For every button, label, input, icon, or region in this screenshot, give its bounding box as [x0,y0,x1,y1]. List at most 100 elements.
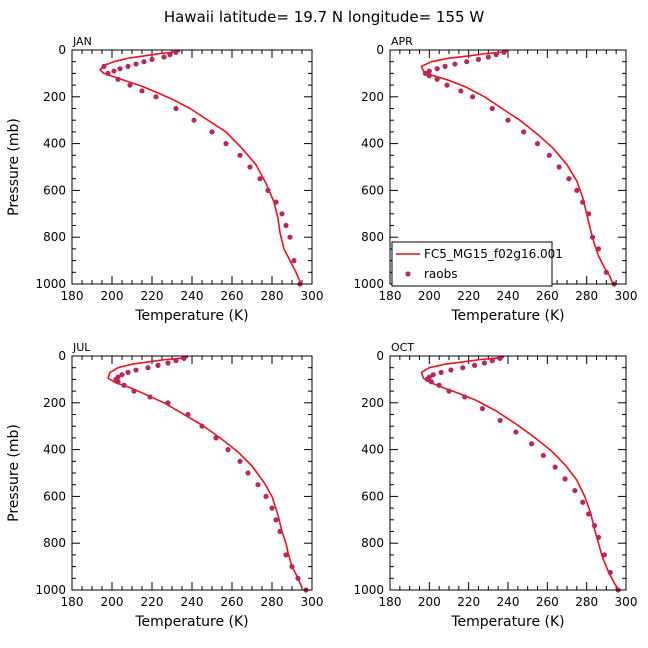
y-tick-label: 200 [361,396,384,410]
x-tick-label: 280 [575,595,598,609]
raobs-point [287,234,293,240]
raobs-point [595,246,602,252]
raobs-point [505,117,511,123]
model-line [420,356,619,590]
raobs-point [603,269,609,275]
raobs-point [295,575,301,581]
raobs-point [479,406,486,412]
raobs-point [291,258,297,264]
raobs-point [448,367,454,373]
raobs-point [125,63,131,69]
raobs-point [153,94,159,100]
x-axis-title: Temperature (K) [450,308,564,324]
raobs-point [475,56,482,62]
raobs-point [115,76,121,82]
raobs-point [428,379,434,385]
x-tick-label: 200 [418,595,441,609]
raobs-point [493,52,499,58]
x-tick-label: 200 [418,289,441,303]
raobs-point [601,552,607,558]
raobs-point [485,54,491,60]
raobs-point [147,394,153,400]
raobs-point [481,360,487,366]
raobs-point [430,372,436,378]
x-tick-label: 200 [101,595,124,609]
y-tick-label: 1000 [35,277,66,291]
y-tick-label: 1000 [353,277,384,291]
raobs-point [426,68,432,74]
raobs-point [173,358,179,364]
y-tick-label: 200 [361,90,384,104]
raobs-point [580,199,586,205]
raobs-point [173,49,179,55]
raobs-point [589,234,596,240]
panel-label: JAN [72,35,92,48]
y-tick-label: 400 [361,443,384,457]
raobs-point [245,470,251,476]
x-tick-label: 200 [101,289,124,303]
raobs-point [424,376,430,382]
y-tick-label: 600 [361,183,384,197]
y-tick-label: 600 [361,489,384,503]
x-tick-label: 220 [141,595,164,609]
raobs-point [586,511,592,517]
raobs-point [139,88,145,94]
raobs-point [165,360,171,366]
y-tick-label: 200 [43,90,66,104]
y-tick-label: 800 [361,230,384,244]
x-tick-label: 280 [261,595,284,609]
raobs-point [273,199,279,205]
x-tick-label: 220 [457,289,480,303]
raobs-point [149,56,155,62]
y-tick-label: 0 [376,349,384,363]
raobs-point [489,358,495,364]
raobs-point [111,68,117,74]
raobs-point [279,211,285,217]
x-axis-title: Temperature (K) [134,308,248,324]
raobs-point [257,176,263,182]
raobs-point [263,493,269,499]
y-tick-label: 0 [58,349,66,363]
y-tick-label: 800 [43,536,66,550]
y-tick-label: 0 [58,43,66,57]
y-axis-title: Pressure (mb) [6,118,22,216]
model-line [99,50,301,283]
y-tick-label: 400 [361,137,384,151]
legend-box [391,241,553,287]
raobs-point [462,394,468,400]
raobs-point [607,569,613,576]
x-tick-label: 260 [221,289,244,303]
x-tick-label: 260 [536,595,559,609]
raobs-point [133,61,139,67]
panel-jan: 180 200 220 240 260 280 300 0 200 400 600 800 1000 JA… [6,35,323,324]
x-tick-label: 300 [615,289,638,303]
x-axis-title: Temperature (K) [450,614,564,630]
raobs-point [591,523,598,529]
raobs-point [470,94,476,100]
x-tick-label: 240 [497,289,520,303]
y-tick-label: 800 [43,230,66,244]
x-tick-label: 260 [221,595,244,609]
raobs-point [529,441,535,447]
raobs-point [471,362,478,368]
raobs-point [119,372,125,378]
raobs-point [283,552,289,558]
raobs-point [580,499,586,505]
raobs-point [446,388,452,394]
x-tick-label: 180 [61,289,84,303]
y-tick-label: 0 [376,43,384,57]
raobs-point [223,141,229,147]
raobs-point [438,369,444,375]
panels: 180 200 220 240 260 280 300 0 200 400 600 800 1000 JA… [6,35,637,630]
raobs-point [289,564,295,570]
panel-label: JUL [72,341,91,354]
x-tick-label: 240 [181,595,204,609]
raobs-point [213,435,219,441]
raobs-point [562,476,568,482]
legend-point-swatch [405,271,411,277]
y-axis-title: Pressure (mb) [6,424,22,522]
raobs-point [434,76,440,82]
raobs-point [181,355,187,361]
